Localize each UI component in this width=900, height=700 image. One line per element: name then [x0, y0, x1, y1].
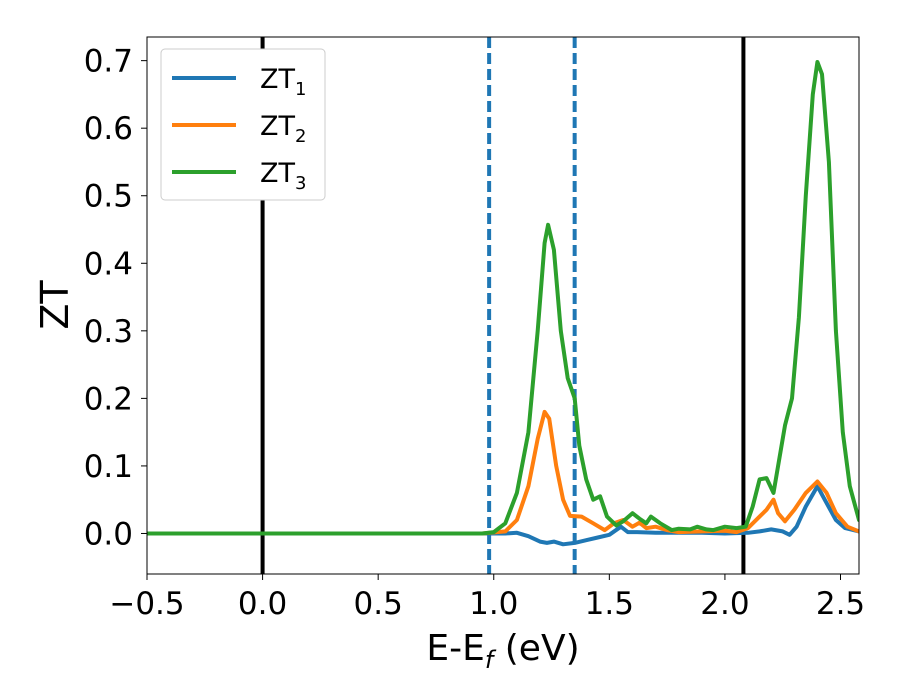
legend: ZT1 ZT2 ZT3 [160, 48, 326, 201]
y-tick-label: 0.3 [84, 314, 133, 350]
x-axis-ticks: −0.5 0.0 0.5 1.0 1.5 2.0 2.5 [109, 574, 865, 622]
x-tick-label: 0.0 [238, 586, 287, 622]
series-lines [147, 60, 859, 547]
x-tick-label: 2.5 [816, 586, 865, 622]
y-tick-label: 0.1 [84, 449, 133, 485]
x-tick-label: −0.5 [109, 586, 184, 622]
y-tick-label: 0.6 [84, 111, 133, 147]
legend-box [160, 48, 326, 201]
y-axis-ticks: 0.0 0.1 0.2 0.3 0.4 0.5 0.6 0.7 [84, 44, 147, 552]
y-axis-label: ZT [33, 280, 77, 330]
legend-label-zt1: ZT1 [260, 64, 306, 100]
x-tick-label: 1.0 [469, 586, 518, 622]
plot-frame [146, 36, 860, 575]
x-axis-label: E-Ef (eV) [426, 628, 579, 674]
y-tick-label: 0.5 [84, 179, 133, 215]
y-tick-label: 0.2 [84, 381, 133, 417]
y-tick-label: 0.0 [84, 516, 133, 552]
x-tick-label: 2.0 [700, 586, 749, 622]
legend-label-zt3: ZT3 [260, 158, 306, 194]
series-line-zt2 [147, 409, 859, 536]
y-tick-label: 0.4 [84, 246, 133, 282]
series-line-zt1 [147, 484, 859, 547]
x-tick-label: 0.5 [354, 586, 403, 622]
x-tick-label: 1.5 [585, 586, 634, 622]
legend-label-zt2: ZT2 [260, 111, 306, 147]
y-tick-label: 0.7 [84, 44, 133, 80]
series-line-zt3 [147, 60, 859, 536]
